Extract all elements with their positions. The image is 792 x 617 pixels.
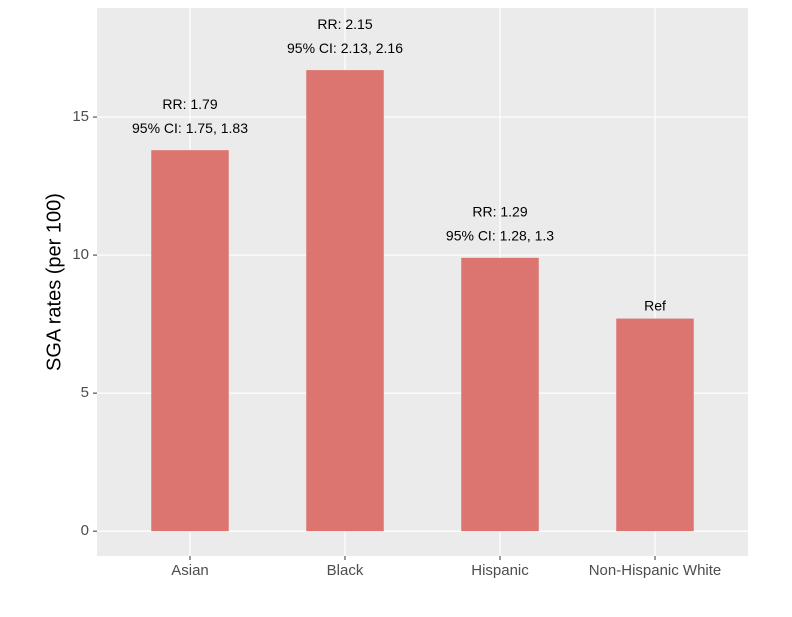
- bar: [461, 257, 539, 532]
- y-axis-label: SGA rates (per 100): [43, 193, 65, 371]
- y-tick-label: 0: [81, 522, 89, 539]
- bar: [151, 150, 229, 532]
- y-tick-label: 5: [81, 384, 89, 401]
- annotation: 95% CI: 1.75, 1.83: [132, 120, 248, 136]
- y-tick-label: 10: [72, 246, 89, 263]
- annotation: RR: 1.79: [162, 96, 217, 112]
- annotation: 95% CI: 1.28, 1.3: [446, 228, 554, 244]
- annotation: Ref: [644, 297, 666, 313]
- x-tick-label: Hispanic: [471, 562, 529, 579]
- x-tick-label: Asian: [171, 562, 209, 579]
- annotation: RR: 2.15: [317, 16, 372, 32]
- x-tick-label: Black: [327, 562, 364, 579]
- x-tick-label: Non-Hispanic White: [589, 562, 722, 579]
- annotation: RR: 1.29: [472, 204, 527, 220]
- annotation: 95% CI: 2.13, 2.16: [287, 40, 403, 56]
- y-tick-label: 15: [72, 108, 89, 125]
- bar: [306, 70, 384, 532]
- bar: [616, 318, 694, 532]
